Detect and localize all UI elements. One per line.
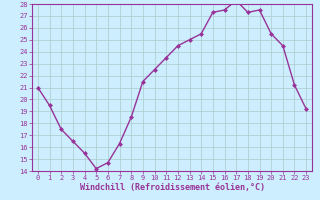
X-axis label: Windchill (Refroidissement éolien,°C): Windchill (Refroidissement éolien,°C) <box>79 183 265 192</box>
